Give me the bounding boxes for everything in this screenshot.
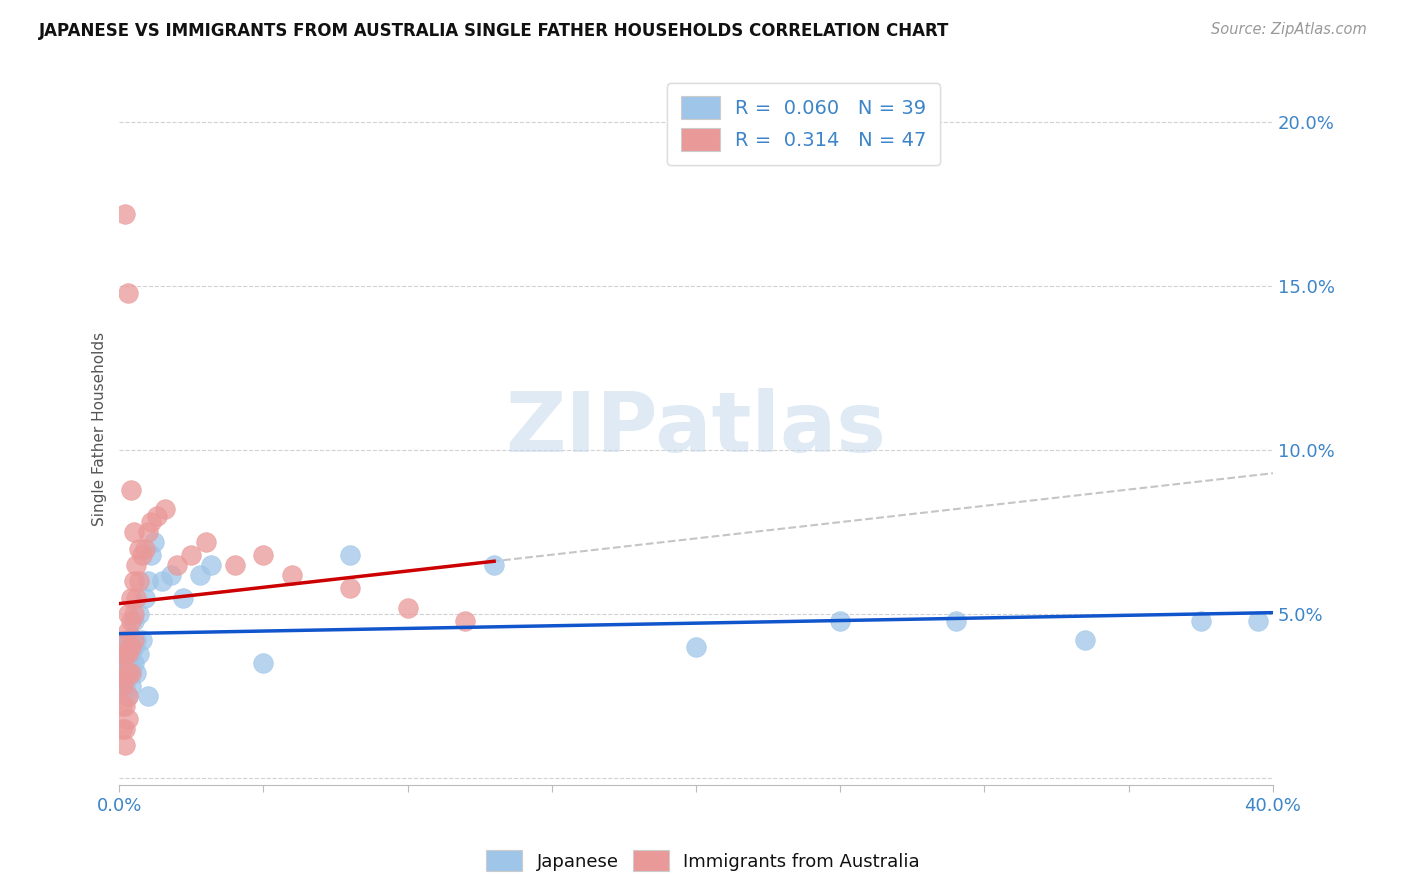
Point	[120, 666, 142, 681]
Point	[120, 679, 142, 693]
Point	[224, 558, 246, 572]
Point	[120, 647, 142, 661]
Point	[114, 722, 136, 736]
Point	[111, 647, 134, 661]
Point	[114, 666, 136, 681]
Point	[339, 581, 361, 595]
Point	[120, 483, 142, 497]
Point	[122, 607, 145, 622]
Point	[945, 614, 967, 628]
Point	[1247, 614, 1270, 628]
Point	[482, 558, 505, 572]
Point	[142, 535, 165, 549]
Point	[396, 600, 419, 615]
Point	[139, 548, 162, 562]
Point	[685, 640, 707, 654]
Point	[145, 508, 167, 523]
Point	[122, 657, 145, 671]
Text: JAPANESE VS IMMIGRANTS FROM AUSTRALIA SINGLE FATHER HOUSEHOLDS CORRELATION CHART: JAPANESE VS IMMIGRANTS FROM AUSTRALIA SI…	[39, 22, 949, 40]
Point	[136, 574, 159, 589]
Point	[111, 666, 134, 681]
Point	[136, 525, 159, 540]
Point	[188, 567, 211, 582]
Point	[114, 739, 136, 753]
Point	[1189, 614, 1212, 628]
Point	[114, 207, 136, 221]
Point	[114, 633, 136, 648]
Point	[128, 607, 150, 622]
Point	[172, 591, 194, 605]
Point	[120, 666, 142, 681]
Legend: Japanese, Immigrants from Australia: Japanese, Immigrants from Australia	[478, 843, 928, 879]
Point	[122, 574, 145, 589]
Point	[122, 633, 145, 648]
Point	[117, 666, 139, 681]
Point	[131, 548, 153, 562]
Point	[1074, 633, 1097, 648]
Point	[111, 673, 134, 687]
Point	[128, 541, 150, 556]
Point	[160, 567, 183, 582]
Point	[166, 558, 188, 572]
Point	[134, 591, 156, 605]
Point	[117, 689, 139, 703]
Point	[120, 640, 142, 654]
Legend: R =  0.060   N = 39, R =  0.314   N = 47: R = 0.060 N = 39, R = 0.314 N = 47	[666, 83, 941, 164]
Point	[111, 657, 134, 671]
Y-axis label: Single Father Households: Single Father Households	[93, 332, 107, 526]
Point	[139, 516, 162, 530]
Point	[117, 633, 139, 648]
Point	[111, 722, 134, 736]
Point	[136, 689, 159, 703]
Point	[134, 541, 156, 556]
Point	[114, 673, 136, 687]
Point	[117, 285, 139, 300]
Point	[155, 502, 177, 516]
Point	[114, 679, 136, 693]
Point	[117, 657, 139, 671]
Point	[194, 535, 217, 549]
Point	[114, 647, 136, 661]
Point	[117, 624, 139, 638]
Point	[281, 567, 304, 582]
Point	[180, 548, 202, 562]
Point	[252, 657, 274, 671]
Point	[125, 558, 148, 572]
Point	[117, 647, 139, 661]
Point	[200, 558, 222, 572]
Point	[830, 614, 852, 628]
Point	[117, 712, 139, 726]
Point	[120, 591, 142, 605]
Point	[114, 699, 136, 714]
Point	[125, 666, 148, 681]
Point	[152, 574, 174, 589]
Point	[128, 574, 150, 589]
Point	[454, 614, 477, 628]
Point	[117, 689, 139, 703]
Point	[339, 548, 361, 562]
Point	[114, 647, 136, 661]
Point	[111, 699, 134, 714]
Text: Source: ZipAtlas.com: Source: ZipAtlas.com	[1211, 22, 1367, 37]
Point	[125, 591, 148, 605]
Point	[122, 614, 145, 628]
Point	[117, 607, 139, 622]
Point	[120, 614, 142, 628]
Point	[131, 633, 153, 648]
Point	[111, 679, 134, 693]
Point	[122, 525, 145, 540]
Point	[128, 647, 150, 661]
Point	[111, 640, 134, 654]
Text: ZIPatlas: ZIPatlas	[506, 388, 887, 469]
Point	[252, 548, 274, 562]
Point	[122, 640, 145, 654]
Point	[125, 633, 148, 648]
